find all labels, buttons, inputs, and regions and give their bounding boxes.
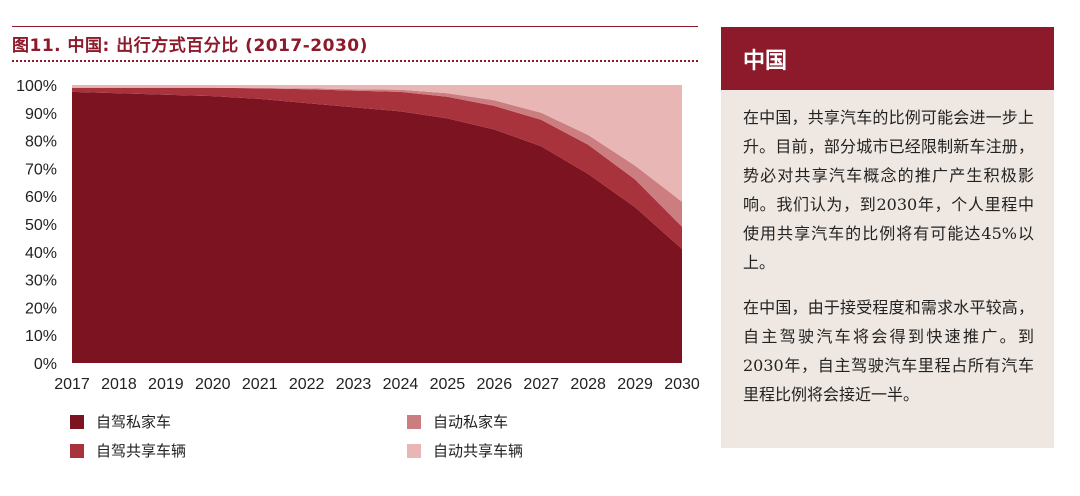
legend-swatch-shared-auto [407, 443, 421, 458]
dotted-rule [12, 60, 698, 62]
y-tick-label: 80% [25, 134, 57, 151]
x-tick-label: 2028 [570, 376, 606, 393]
x-tick-label: 2019 [148, 376, 184, 393]
legend-swatch-private-auto [407, 414, 421, 429]
x-tick-label: 2024 [383, 376, 419, 393]
legend-label-private-auto: 自动私家车 [433, 413, 509, 431]
legend-item-private-auto: 自动私家车 [407, 411, 508, 432]
x-tick-label: 2025 [430, 376, 466, 393]
sidebar-paragraph-2: 在中国，由于接受程度和需求水平较高，自主驾驶汽车将会得到快速推广。到2030年，… [743, 298, 1034, 404]
y-tick-label: 30% [25, 273, 57, 290]
legend-item-shared-drive: 自驾共享车辆 [70, 440, 186, 461]
legend-item-shared-auto: 自动共享车辆 [407, 440, 523, 461]
legend-swatch-private-drive [70, 414, 84, 429]
legend-item-private-drive: 自驾私家车 [70, 411, 171, 432]
y-tick-label: 10% [25, 328, 57, 345]
y-tick-label: 70% [25, 161, 57, 178]
x-axis-ticks: 2017 2018 2019 2020 2021 2022 2023 2024 2025 2026… [54, 376, 700, 393]
area-layer [72, 85, 682, 364]
area-shared-auto [72, 85, 682, 202]
x-tick-label: 2023 [336, 376, 372, 393]
area-private-drive [72, 91, 682, 364]
sidebar-heading: 中国 [721, 27, 1054, 90]
x-tick-label: 2029 [617, 376, 653, 393]
y-tick-label: 50% [25, 217, 57, 234]
y-tick-label: 0% [34, 356, 57, 373]
x-tick-label: 2021 [242, 376, 278, 393]
legend-swatch-shared-drive [70, 443, 84, 458]
sidebar-panel: 中国 在中国，共享汽车的比例可能会进一步上升。目前，部分城市已经限制新车注册，势… [721, 27, 1054, 448]
top-rule [12, 26, 698, 27]
y-axis-ticks: 0% 10% 20% 30% 40% 50% 60% 70% 80% 90% 100% [16, 78, 57, 373]
area-shared-drive [72, 87, 682, 249]
y-tick-label: 20% [25, 300, 57, 317]
sidebar-body: 在中国，共享汽车的比例可能会进一步上升。目前，部分城市已经限制新车注册，势必对共… [721, 90, 1054, 409]
x-tick-label: 2020 [195, 376, 231, 393]
x-tick-label: 2018 [101, 376, 137, 393]
figure-title: 图11. 中国: 出行方式百分比 (2017-2030) [12, 36, 368, 56]
x-tick-label: 2017 [54, 376, 90, 393]
area-chart: 0%10%20%30%40%50%60%70%80%90%100% 2017 20… [16, 78, 700, 393]
y-tick-label: 100% [16, 78, 57, 95]
legend-label-private-drive: 自驾私家车 [96, 413, 172, 431]
legend-label-shared-auto: 自动共享车辆 [433, 442, 524, 460]
y-tick-label: 90% [25, 106, 57, 123]
sidebar-paragraph-1: 在中国，共享汽车的比例可能会进一步上升。目前，部分城市已经限制新车注册，势必对共… [743, 108, 1034, 272]
y-tick-label: 40% [25, 245, 57, 262]
x-tick-label: 2022 [289, 376, 325, 393]
x-tick-label: 2027 [523, 376, 559, 393]
x-tick-label: 2026 [477, 376, 513, 393]
legend-label-shared-drive: 自驾共享车辆 [96, 442, 187, 460]
y-tick-label: 60% [25, 189, 57, 206]
x-tick-label: 2030 [664, 376, 700, 393]
